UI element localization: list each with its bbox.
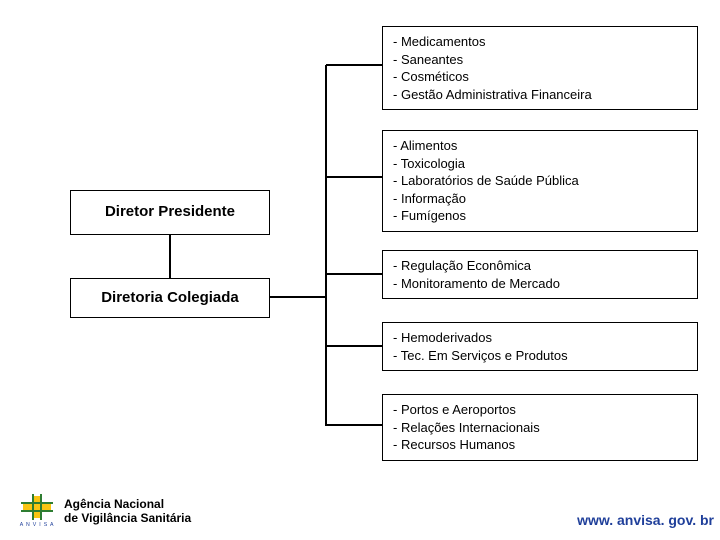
list-item: - Saneantes (393, 51, 687, 69)
list-item: - Portos e Aeroportos (393, 401, 687, 419)
list-item: - Alimentos (393, 137, 687, 155)
svg-text:A N V I S A: A N V I S A (20, 522, 54, 528)
list-item: - Regulação Econômica (393, 257, 687, 275)
left-internal-connector (169, 235, 171, 278)
list-item: - Toxicologia (393, 155, 687, 173)
footer-line1: Agência Nacional (64, 497, 191, 511)
group-box-1: - Medicamentos - Saneantes - Cosméticos … (382, 26, 698, 110)
list-item: - Fumígenos (393, 207, 687, 225)
list-item: - Relações Internacionais (393, 419, 687, 437)
group-box-5: - Portos e Aeroportos - Relações Interna… (382, 394, 698, 461)
main-horizontal-connector (270, 296, 326, 298)
diretoria-colegiada-box: Diretoria Colegiada (70, 278, 270, 318)
diretor-presidente-box: Diretor Presidente (70, 190, 270, 235)
list-item: - Recursos Humanos (393, 436, 687, 454)
list-item: - Tec. Em Serviços e Produtos (393, 347, 687, 365)
list-item: - Medicamentos (393, 33, 687, 51)
branch-connector-2 (326, 176, 382, 178)
footer-org-name: Agência Nacional de Vigilância Sanitária (64, 497, 191, 526)
list-item: - Cosméticos (393, 68, 687, 86)
diretoria-colegiada-label: Diretoria Colegiada (101, 288, 239, 308)
group-box-2: - Alimentos - Toxicologia - Laboratórios… (382, 130, 698, 232)
anvisa-logo-icon: A N V I S A (18, 494, 56, 528)
group-box-4: - Hemoderivados - Tec. Em Serviços e Pro… (382, 322, 698, 371)
branch-connector-4 (326, 345, 382, 347)
footer-line2: de Vigilância Sanitária (64, 511, 191, 525)
diretor-presidente-label: Diretor Presidente (105, 202, 235, 222)
branch-connector-3 (326, 273, 382, 275)
group-box-3: - Regulação Econômica - Monitoramento de… (382, 250, 698, 299)
footer-url: www. anvisa. gov. br (577, 512, 714, 528)
branch-connector-5 (326, 424, 382, 426)
list-item: - Monitoramento de Mercado (393, 275, 687, 293)
list-item: - Laboratórios de Saúde Pública (393, 172, 687, 190)
list-item: - Informação (393, 190, 687, 208)
list-item: - Hemoderivados (393, 329, 687, 347)
branch-connector-1 (326, 64, 382, 66)
list-item: - Gestão Administrativa Financeira (393, 86, 687, 104)
bus-vertical (325, 65, 327, 426)
footer: A N V I S A Agência Nacional de Vigilânc… (18, 494, 191, 528)
